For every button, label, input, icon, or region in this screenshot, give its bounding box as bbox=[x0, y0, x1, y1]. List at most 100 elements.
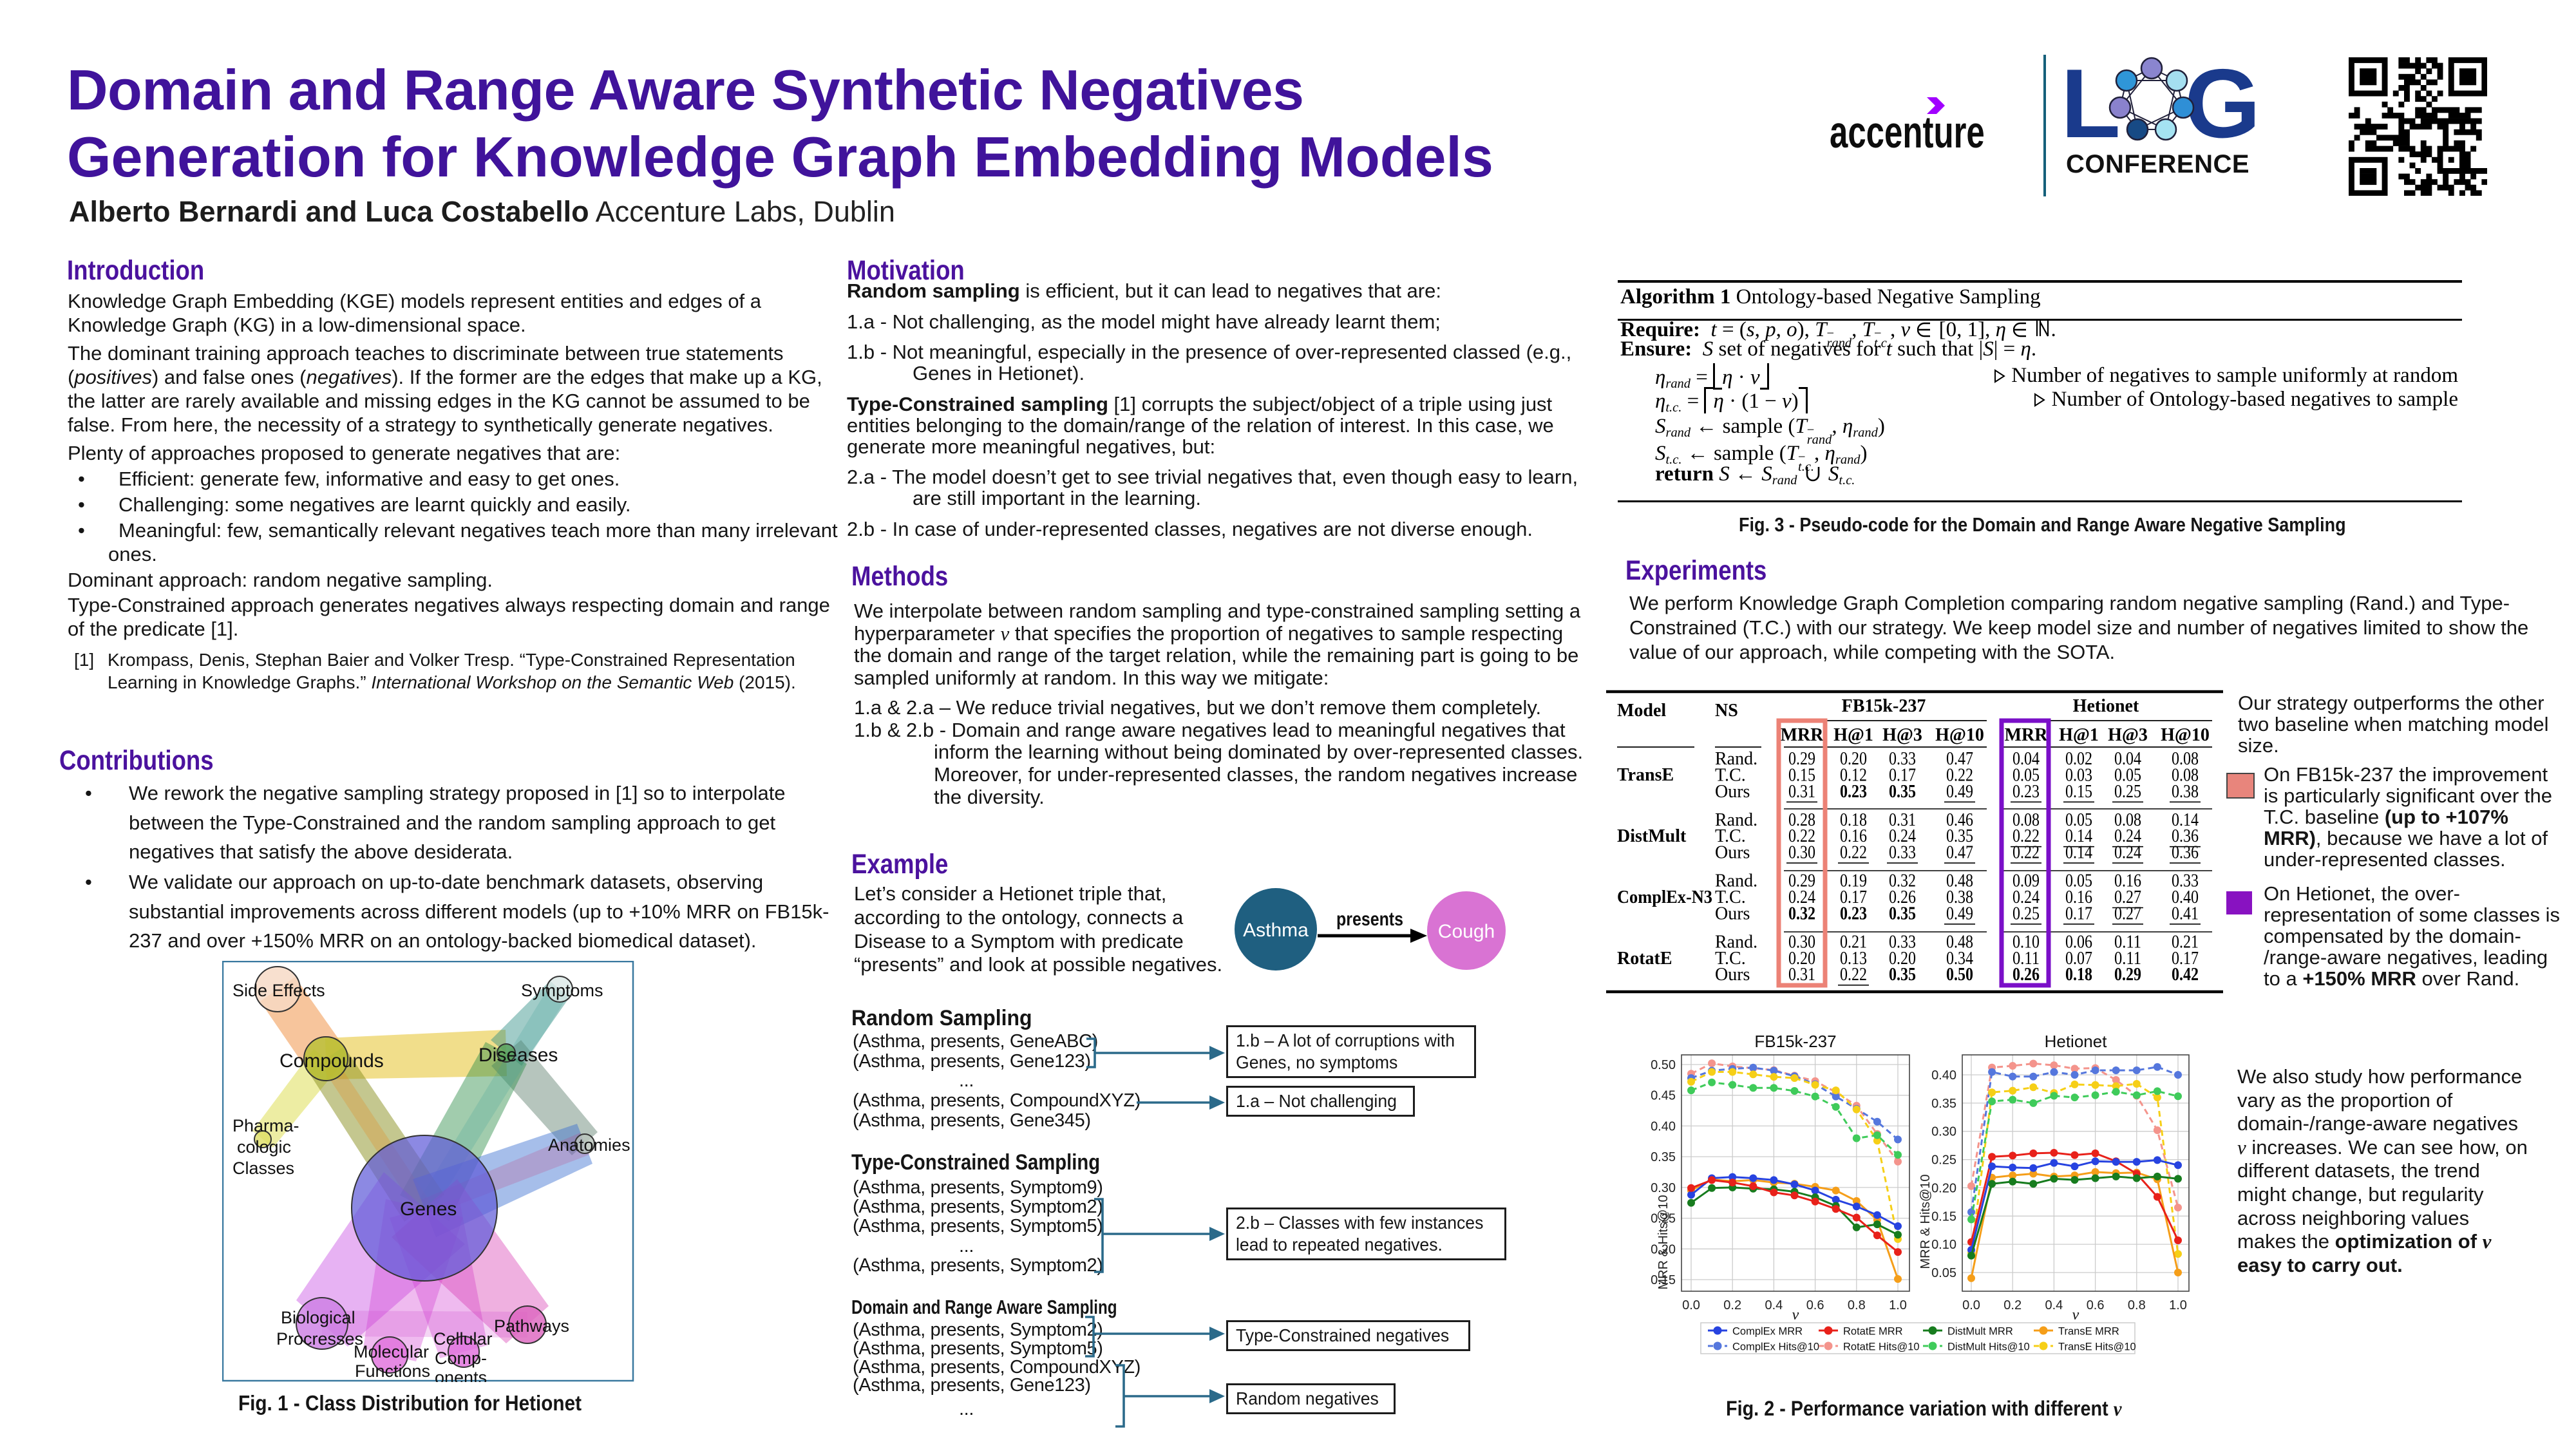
svg-text:0.08: 0.08 bbox=[2172, 749, 2199, 769]
svg-text:0.30: 0.30 bbox=[1651, 1181, 1676, 1195]
svg-text:Rand.: Rand. bbox=[1715, 749, 1757, 769]
svg-text:Compounds: Compounds bbox=[279, 1050, 384, 1072]
svg-text:0.05: 0.05 bbox=[2065, 871, 2092, 891]
svg-text:G: G bbox=[2184, 57, 2260, 158]
svg-text:0.40: 0.40 bbox=[1931, 1068, 1956, 1083]
svg-text:0.02: 0.02 bbox=[2065, 749, 2092, 769]
svg-text:0.32: 0.32 bbox=[1788, 904, 1815, 923]
svg-text:0.45: 0.45 bbox=[1651, 1089, 1676, 1103]
svg-text:0.23: 0.23 bbox=[1840, 782, 1867, 802]
svg-text:0.36: 0.36 bbox=[2172, 843, 2199, 863]
svg-text:0.22: 0.22 bbox=[1840, 965, 1867, 985]
svg-text:FB15k-237: FB15k-237 bbox=[1842, 696, 1926, 716]
svg-text:0.22: 0.22 bbox=[2012, 826, 2040, 846]
svg-text:0.20: 0.20 bbox=[1788, 949, 1815, 969]
svg-text:0.08: 0.08 bbox=[2012, 810, 2040, 830]
svg-text:FB15k-237: FB15k-237 bbox=[1754, 1032, 1836, 1051]
svg-text:DistMult: DistMult bbox=[1617, 826, 1687, 846]
svg-text:0.25: 0.25 bbox=[1651, 1212, 1676, 1226]
svg-text:RotatE: RotatE bbox=[1617, 949, 1672, 969]
svg-text:TransE MRR: TransE MRR bbox=[2058, 1326, 2119, 1338]
svg-text:cologic: cologic bbox=[237, 1137, 291, 1157]
svg-text:0.19: 0.19 bbox=[1840, 871, 1867, 891]
svg-text:Side Effects: Side Effects bbox=[232, 981, 325, 1000]
svg-text:Cellular: Cellular bbox=[433, 1329, 493, 1349]
svg-text:0.10: 0.10 bbox=[2012, 932, 2040, 952]
svg-text:0.22: 0.22 bbox=[1788, 826, 1815, 846]
svg-text:0.31: 0.31 bbox=[1788, 782, 1815, 802]
svg-text:0.08: 0.08 bbox=[2172, 765, 2199, 785]
svg-text:0.50: 0.50 bbox=[1946, 965, 1973, 985]
svg-text:0.38: 0.38 bbox=[1946, 887, 1973, 907]
svg-text:0.20: 0.20 bbox=[1651, 1242, 1676, 1256]
svg-text:Functions: Functions bbox=[355, 1361, 430, 1381]
svg-text:0.0: 0.0 bbox=[1962, 1298, 1980, 1312]
svg-text:DistMult MRR: DistMult MRR bbox=[1947, 1326, 2013, 1338]
svg-text:0.24: 0.24 bbox=[2012, 887, 2040, 907]
svg-text:H@10: H@10 bbox=[2161, 725, 2210, 745]
svg-text:0.4: 0.4 bbox=[1765, 1298, 1783, 1312]
svg-text:0.21: 0.21 bbox=[1840, 932, 1867, 952]
svg-text:0.21: 0.21 bbox=[2172, 932, 2199, 952]
svg-text:0.4: 0.4 bbox=[2045, 1298, 2063, 1312]
svg-text:ComplEx Hits@10: ComplEx Hits@10 bbox=[1732, 1341, 1819, 1353]
svg-text:0.07: 0.07 bbox=[2065, 949, 2092, 969]
svg-text:MRR: MRR bbox=[2005, 725, 2049, 745]
svg-text:0.12: 0.12 bbox=[1840, 765, 1867, 785]
svg-text:0.35: 0.35 bbox=[1889, 782, 1916, 802]
svg-text:0.30: 0.30 bbox=[1788, 843, 1815, 863]
svg-text:T.C.: T.C. bbox=[1715, 765, 1746, 785]
svg-text:0.17: 0.17 bbox=[1889, 765, 1916, 785]
svg-text:0.32: 0.32 bbox=[1889, 871, 1916, 891]
svg-text:TransE Hits@10: TransE Hits@10 bbox=[2058, 1341, 2136, 1353]
svg-text:0.31: 0.31 bbox=[1889, 810, 1916, 830]
svg-text:0.34: 0.34 bbox=[1946, 949, 1973, 969]
svg-text:0.04: 0.04 bbox=[2012, 749, 2040, 769]
svg-text:0.16: 0.16 bbox=[1840, 826, 1867, 846]
svg-text:0.15: 0.15 bbox=[1651, 1273, 1676, 1287]
svg-text:0.47: 0.47 bbox=[1946, 749, 1973, 769]
svg-text:NS: NS bbox=[1715, 701, 1738, 721]
svg-text:Genes: Genes bbox=[400, 1198, 457, 1220]
svg-text:0.26: 0.26 bbox=[1889, 887, 1916, 907]
svg-text:0.29: 0.29 bbox=[1788, 871, 1815, 891]
svg-text:0.49: 0.49 bbox=[1946, 782, 1973, 802]
svg-text:0.33: 0.33 bbox=[1889, 932, 1916, 952]
svg-text:0.24: 0.24 bbox=[2114, 826, 2141, 846]
svg-text:Ours: Ours bbox=[1715, 904, 1750, 923]
svg-text:0.8: 0.8 bbox=[2128, 1298, 2146, 1312]
svg-text:MRR & Hits@10: MRR & Hits@10 bbox=[1656, 1195, 1671, 1290]
svg-text:0.42: 0.42 bbox=[2172, 965, 2199, 985]
svg-text:Ours: Ours bbox=[1715, 843, 1750, 863]
svg-text:T.C.: T.C. bbox=[1715, 826, 1746, 846]
svg-text:H@1: H@1 bbox=[2059, 725, 2099, 745]
svg-text:Comp-: Comp- bbox=[435, 1349, 487, 1368]
svg-text:0.14: 0.14 bbox=[2065, 843, 2092, 863]
svg-text:0.27: 0.27 bbox=[2114, 904, 2141, 923]
svg-text:Hetionet: Hetionet bbox=[2045, 1032, 2108, 1051]
svg-text:0.48: 0.48 bbox=[1946, 871, 1973, 891]
svg-text:ComplEx-N3: ComplEx-N3 bbox=[1617, 887, 1712, 907]
svg-text:0.38: 0.38 bbox=[2172, 782, 2199, 802]
svg-text:Rand.: Rand. bbox=[1715, 810, 1757, 830]
svg-text:0.05: 0.05 bbox=[2065, 810, 2092, 830]
svg-text:Classes: Classes bbox=[232, 1159, 294, 1178]
svg-text:presents: presents bbox=[1336, 909, 1403, 930]
svg-text:0.16: 0.16 bbox=[2114, 871, 2141, 891]
svg-text:0.22: 0.22 bbox=[2012, 843, 2040, 863]
svg-text:0.11: 0.11 bbox=[2012, 949, 2040, 969]
svg-text:0.14: 0.14 bbox=[2065, 826, 2092, 846]
svg-text:0.24: 0.24 bbox=[1788, 887, 1815, 907]
svg-text:0.05: 0.05 bbox=[2114, 765, 2141, 785]
svg-text:0.23: 0.23 bbox=[2012, 782, 2040, 802]
svg-text:0.35: 0.35 bbox=[1946, 826, 1973, 846]
svg-text:0.20: 0.20 bbox=[1931, 1181, 1956, 1195]
svg-text:Cough: Cough bbox=[1438, 921, 1495, 942]
svg-text:Diseases: Diseases bbox=[478, 1045, 558, 1066]
svg-text:0.33: 0.33 bbox=[2172, 871, 2199, 891]
svg-text:0.17: 0.17 bbox=[1840, 887, 1867, 907]
svg-text:0.05: 0.05 bbox=[1931, 1266, 1956, 1280]
svg-text:0.8: 0.8 bbox=[1848, 1298, 1866, 1312]
svg-text:0.48: 0.48 bbox=[1946, 932, 1973, 952]
svg-text:Ours: Ours bbox=[1715, 782, 1750, 802]
